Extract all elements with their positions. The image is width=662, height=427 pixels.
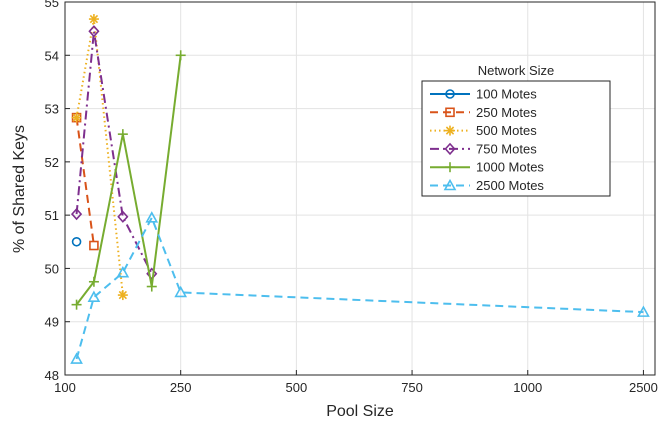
y-tick-label: 52 [45,155,59,170]
data-point-2500-motes [70,352,83,364]
y-tick-label: 51 [45,208,59,223]
legend-marker [443,178,457,191]
data-point-100-motes [71,236,82,247]
plot-frame [64,1,656,376]
legend-items: 100 Motes 250 Motes 500 Motes 750 Motes 1000… [430,87,544,193]
data-point-500-motes [88,14,99,25]
y-tick-label: 49 [45,315,59,330]
legend-label: 100 Motes [476,87,537,102]
y-axis-label: % of Shared Keys [11,125,28,253]
data-point-2500-motes [637,305,650,317]
data-point-750-motes [88,25,100,38]
series-500-motes [71,14,128,301]
legend-label: 2500 Motes [476,178,544,193]
legend: Network Size 100 Motes 250 Motes 500 Motes… [421,63,611,197]
legend-item-2500-motes: 2500 Motes [430,178,544,193]
legend-label: 500 Motes [476,123,537,138]
series-group [70,14,650,364]
y-tick-label: 50 [45,261,59,276]
legend-label: 750 Motes [476,141,537,156]
data-point-750-motes [117,210,129,223]
data-point-250-motes [89,240,99,251]
x-tick-label: 750 [401,380,423,395]
data-point-750-motes [70,207,83,221]
legend-item-1000-motes: 1000 Motes [430,160,544,175]
series-line-2500-motes [75,216,644,360]
legend-marker [445,162,455,173]
legend-marker [445,125,455,136]
x-tick-label: 2500 [629,380,658,395]
legend-label: 250 Motes [476,105,537,120]
data-point-1000-motes [175,50,186,61]
data-point-2500-motes [145,211,159,223]
series-line-250-motes [75,117,95,246]
legend-item-750-motes: 750 Motes [430,141,537,156]
data-point-2500-motes [87,290,101,303]
ticks: 48 49 50 51 52 53 54 55 100 250 500 750 1000 2500 [45,0,658,395]
legend-title: Network Size [478,63,555,78]
data-point-2500-motes [116,266,130,278]
series-1000-motes [71,50,186,310]
data-point-500-motes [71,112,82,123]
legend-item-500-motes: 500 Motes [430,123,537,138]
x-tick-label: 500 [286,380,308,395]
data-point-500-motes [117,290,128,301]
data-point-1000-motes [117,129,128,140]
x-tick-label: 1000 [513,380,542,395]
legend-box [421,80,611,197]
series-2500-motes [70,211,650,364]
legend-label: 1000 Motes [476,160,544,175]
y-tick-label: 48 [45,368,59,383]
data-point-1000-motes [146,281,157,292]
legend-marker [445,89,455,99]
data-point-2500-motes [174,285,188,298]
x-axis-label: Pool Size [326,403,394,420]
series-100-motes [71,236,82,247]
x-tick-label: 100 [54,380,76,395]
y-tick-label: 55 [45,0,59,10]
x-tick-label: 250 [170,380,192,395]
data-point-1000-motes [88,276,99,287]
legend-item-100-motes: 100 Motes [430,87,537,102]
legend-marker [445,107,455,118]
data-point-1000-motes [71,299,82,310]
y-tick-label: 53 [45,102,59,117]
y-tick-label: 54 [45,48,59,63]
legend-item-250-motes: 250 Motes [430,105,537,120]
legend-marker [444,142,456,156]
